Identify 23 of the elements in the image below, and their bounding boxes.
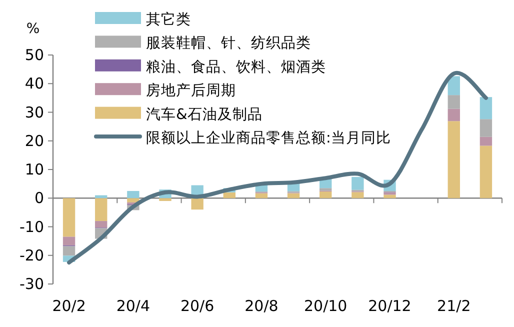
- y-tick-label: 40: [24, 74, 44, 93]
- x-tick-label: 20/6: [180, 297, 214, 315]
- x-tick-label: 20/8: [244, 297, 278, 315]
- legend-label: 汽车&石油及制品: [146, 106, 262, 123]
- y-tick-label: 20: [24, 132, 44, 150]
- x-tick-label: 20/12: [368, 297, 412, 315]
- x-tick-label: 20/2: [52, 297, 86, 315]
- x-tick-label: 20/10: [304, 297, 348, 315]
- x-tick-label: 20/4: [116, 297, 150, 315]
- legend-label: 粮油、食品、饮料、烟酒类: [146, 58, 326, 76]
- y-axis-title: %: [26, 21, 40, 37]
- legend-label: 服装鞋帽、针、纺织品类: [146, 34, 311, 52]
- legend-label: 房地产后周期: [146, 82, 236, 100]
- legend-label: 其它类: [146, 11, 191, 28]
- y-tick-label: -10: [20, 218, 44, 236]
- y-tick-label: -30: [20, 275, 44, 293]
- x-tick-label: 21/2: [437, 297, 471, 315]
- y-tick-label: 30: [24, 103, 44, 122]
- y-tick-label: 10: [24, 160, 44, 178]
- y-tick-label: 50: [24, 46, 44, 64]
- y-tick-label: 0: [34, 189, 44, 208]
- legend-label: 限额以上企业商品零售总额:当月同比: [146, 130, 391, 146]
- y-tick-label: -20: [20, 246, 44, 264]
